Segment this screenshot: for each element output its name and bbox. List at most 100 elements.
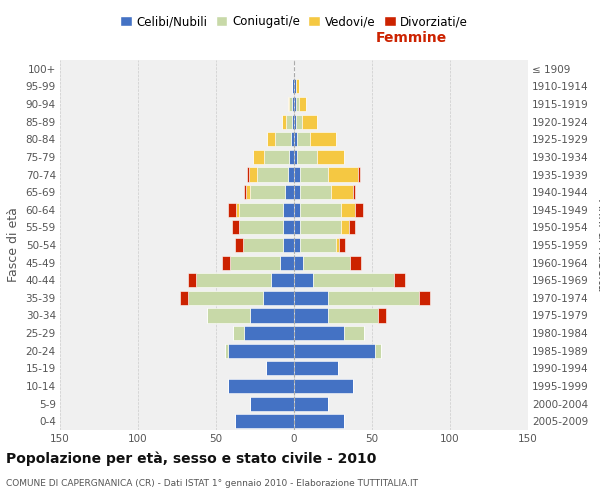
Bar: [283, 202, 294, 217]
Bar: [292, 80, 294, 94]
Bar: [297, 132, 310, 146]
Y-axis label: Anni di nascita: Anni di nascita: [595, 198, 600, 291]
Bar: [341, 220, 349, 234]
Bar: [331, 185, 353, 199]
Bar: [196, 273, 271, 287]
Bar: [250, 396, 294, 410]
Bar: [292, 114, 294, 128]
Bar: [188, 273, 196, 287]
Text: Femmine: Femmine: [376, 31, 446, 45]
Bar: [296, 114, 302, 128]
Bar: [244, 326, 294, 340]
Bar: [229, 344, 294, 358]
Bar: [302, 114, 317, 128]
Bar: [236, 202, 239, 217]
Bar: [300, 220, 341, 234]
Bar: [296, 80, 299, 94]
Bar: [419, 291, 430, 305]
Bar: [353, 185, 355, 199]
Bar: [280, 256, 294, 270]
Bar: [336, 238, 339, 252]
Bar: [294, 80, 296, 94]
Bar: [294, 291, 328, 305]
Bar: [300, 202, 341, 217]
Bar: [265, 150, 289, 164]
Bar: [294, 308, 328, 322]
Bar: [294, 168, 300, 181]
Bar: [235, 414, 294, 428]
Bar: [284, 185, 294, 199]
Bar: [206, 308, 250, 322]
Bar: [355, 202, 362, 217]
Bar: [294, 114, 296, 128]
Bar: [257, 168, 288, 181]
Bar: [289, 97, 292, 111]
Bar: [283, 220, 294, 234]
Bar: [294, 344, 375, 358]
Bar: [328, 308, 378, 322]
Bar: [304, 256, 350, 270]
Bar: [250, 308, 294, 322]
Bar: [242, 238, 283, 252]
Bar: [283, 238, 294, 252]
Bar: [310, 132, 336, 146]
Text: COMUNE DI CAPERGNANICA (CR) - Dati ISTAT 1° gennaio 2010 - Elaborazione TUTTITAL: COMUNE DI CAPERGNANICA (CR) - Dati ISTAT…: [6, 479, 418, 488]
Bar: [288, 168, 294, 181]
Bar: [249, 168, 257, 181]
Bar: [271, 273, 294, 287]
Bar: [253, 150, 265, 164]
Bar: [294, 273, 313, 287]
Bar: [275, 132, 291, 146]
Bar: [250, 185, 284, 199]
Bar: [244, 185, 245, 199]
Bar: [268, 132, 275, 146]
Bar: [349, 220, 355, 234]
Bar: [294, 150, 297, 164]
Bar: [297, 150, 317, 164]
Bar: [350, 256, 361, 270]
Bar: [229, 379, 294, 393]
Text: Popolazione per età, sesso e stato civile - 2010: Popolazione per età, sesso e stato civil…: [6, 451, 376, 466]
Bar: [245, 185, 250, 199]
Legend: Celibi/Nubili, Coniugati/e, Vedovi/e, Divorziati/e: Celibi/Nubili, Coniugati/e, Vedovi/e, Di…: [115, 10, 473, 33]
Bar: [328, 291, 419, 305]
Bar: [294, 396, 328, 410]
Bar: [247, 168, 249, 181]
Bar: [239, 220, 283, 234]
Bar: [292, 97, 294, 111]
Bar: [239, 202, 283, 217]
Bar: [339, 238, 346, 252]
Bar: [229, 202, 236, 217]
Bar: [233, 326, 244, 340]
Bar: [378, 308, 386, 322]
Bar: [299, 97, 307, 111]
Bar: [313, 273, 394, 287]
Bar: [222, 256, 230, 270]
Bar: [263, 291, 294, 305]
Bar: [294, 185, 300, 199]
Bar: [328, 168, 358, 181]
Bar: [188, 291, 263, 305]
Bar: [286, 114, 292, 128]
Bar: [232, 220, 239, 234]
Bar: [300, 168, 328, 181]
Bar: [344, 326, 364, 340]
Bar: [294, 97, 296, 111]
Bar: [226, 344, 229, 358]
Bar: [291, 132, 294, 146]
Bar: [375, 344, 382, 358]
Bar: [300, 238, 336, 252]
Bar: [296, 97, 299, 111]
Y-axis label: Fasce di età: Fasce di età: [7, 208, 20, 282]
Bar: [294, 220, 300, 234]
Bar: [300, 185, 331, 199]
Bar: [180, 291, 188, 305]
Bar: [294, 132, 297, 146]
Bar: [358, 168, 359, 181]
Bar: [294, 414, 344, 428]
Bar: [288, 97, 289, 111]
Bar: [235, 238, 242, 252]
Bar: [294, 326, 344, 340]
Bar: [317, 150, 344, 164]
Bar: [394, 273, 405, 287]
